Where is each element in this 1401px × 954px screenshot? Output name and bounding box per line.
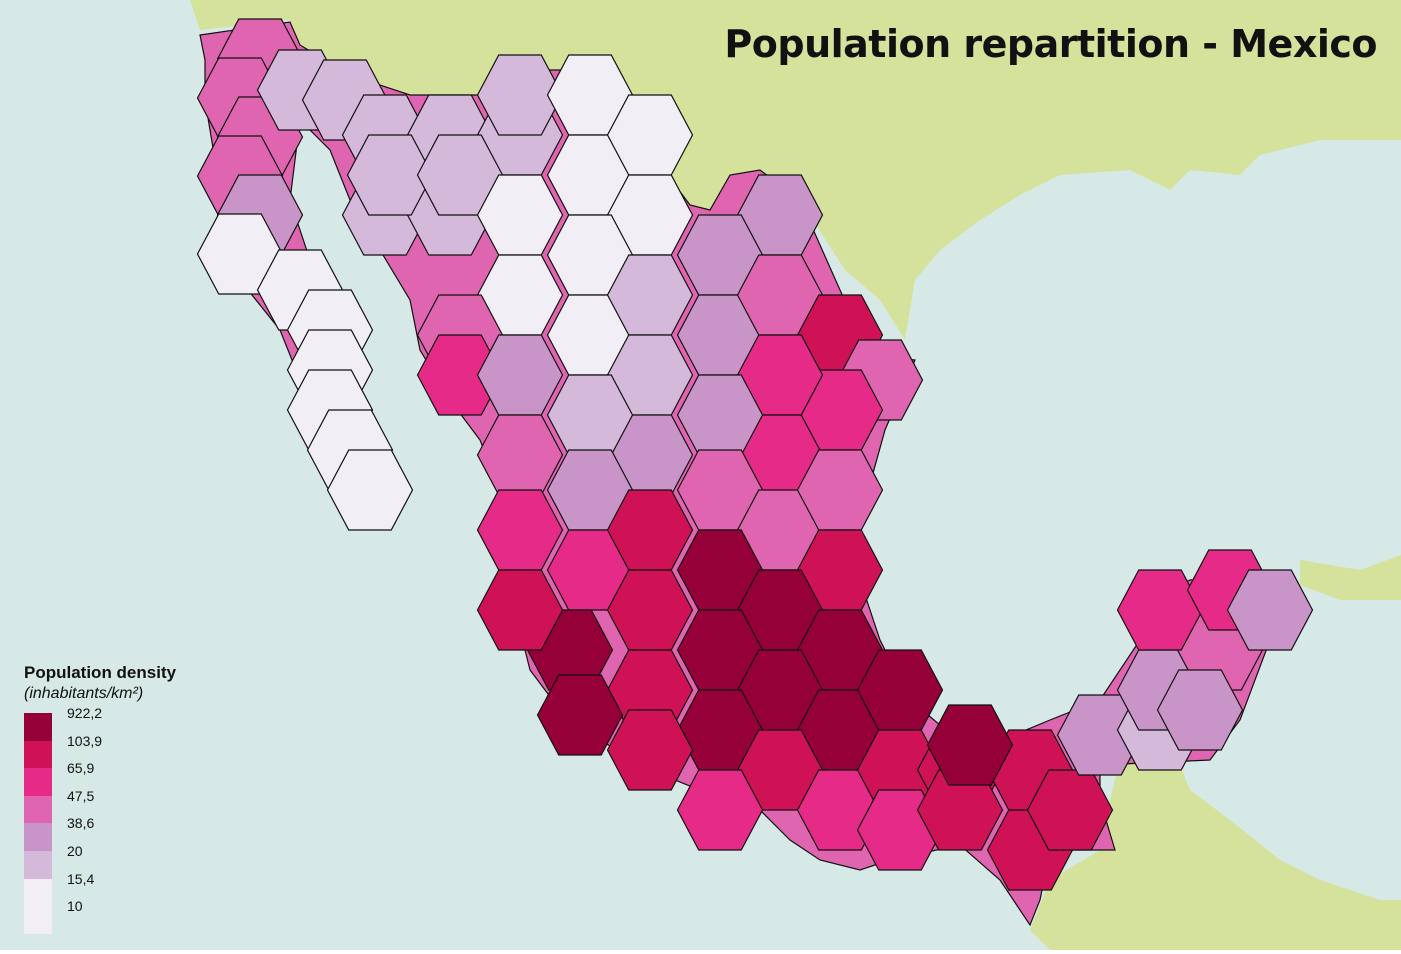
legend-label: 103,9 bbox=[67, 732, 103, 749]
legend-swatch bbox=[24, 740, 52, 769]
legend-row: 922,2 bbox=[24, 705, 176, 741]
legend-label: 65,9 bbox=[67, 760, 95, 777]
legend-swatch bbox=[24, 713, 52, 741]
legend-swatch bbox=[24, 823, 52, 851]
legend-label: 922,2 bbox=[67, 705, 103, 721]
map-title: Population repartition - Mexico bbox=[724, 22, 1377, 66]
legend-swatch bbox=[24, 795, 52, 824]
legend-row: 20 bbox=[24, 843, 176, 879]
legend-subtitle: (inhabitants/km²) bbox=[24, 685, 144, 702]
hexagon-cell bbox=[916, 769, 1004, 851]
legend-label: 47,5 bbox=[67, 787, 95, 804]
legend-swatch bbox=[24, 906, 52, 934]
cuba-landmass bbox=[1300, 555, 1401, 600]
hexagon-cell bbox=[1026, 769, 1114, 851]
legend-row: 103,9 bbox=[24, 733, 176, 769]
hexagon-cell bbox=[326, 449, 414, 531]
legend-label: 38,6 bbox=[67, 815, 95, 832]
hexagon-cell bbox=[606, 709, 694, 791]
legend-row: 47,5 bbox=[24, 788, 176, 824]
legend-items: 922,2 103,9 65,9 47,5 38,6 20 15,4 10 bbox=[24, 705, 176, 934]
population-hexagons bbox=[196, 18, 1314, 891]
legend-swatch bbox=[24, 878, 52, 907]
legend-row: 10 bbox=[24, 898, 176, 934]
hexagon-cell bbox=[536, 674, 624, 756]
hexagon-cell bbox=[926, 704, 1014, 786]
legend-swatch bbox=[24, 768, 52, 796]
legend-label: 15,4 bbox=[67, 870, 95, 887]
legend-row: 65,9 bbox=[24, 760, 176, 796]
legend-swatch bbox=[24, 850, 52, 879]
central-america-landmass bbox=[1030, 740, 1401, 950]
hexagon-cell bbox=[476, 569, 564, 651]
legend-title: Population density bbox=[24, 663, 177, 682]
hexagon-cell bbox=[1156, 669, 1244, 751]
legend-row: 38,6 bbox=[24, 815, 176, 851]
legend-label: 10 bbox=[67, 898, 83, 915]
legend-row: 15,4 bbox=[24, 871, 176, 907]
hexagon-cell bbox=[1226, 569, 1314, 651]
legend: Population density (inhabitants/km²) 922… bbox=[24, 663, 176, 934]
legend-label: 20 bbox=[67, 842, 83, 859]
hexagon-cell bbox=[676, 769, 764, 851]
